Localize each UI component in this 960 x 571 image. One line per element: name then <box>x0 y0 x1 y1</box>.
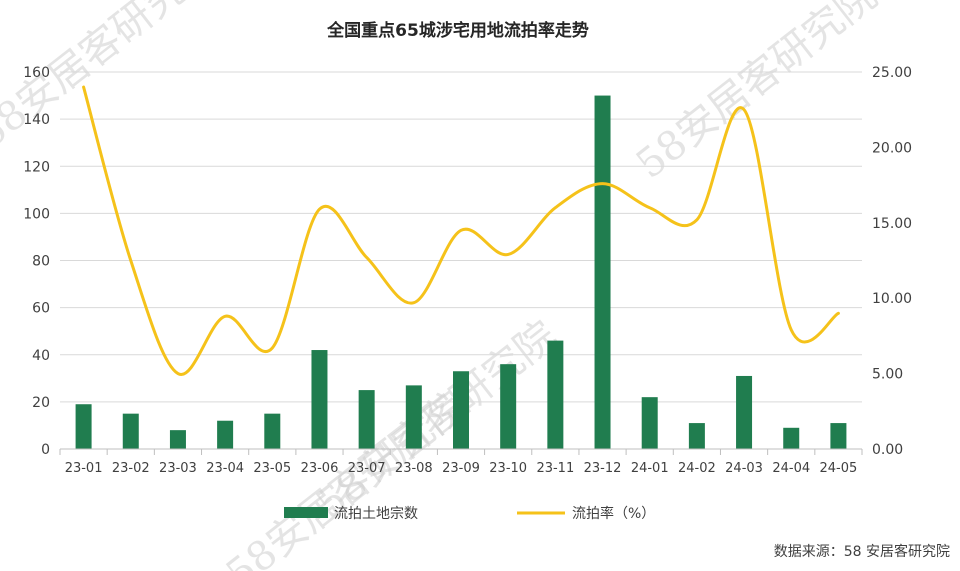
y-left-tick-40: 40 <box>32 348 50 364</box>
bar-23-03 <box>169 430 186 449</box>
bar-23-12 <box>594 95 611 449</box>
y-right-tick-25.00: 25.00 <box>872 65 912 81</box>
grid <box>60 71 862 403</box>
y-left-tick-160: 160 <box>23 65 50 81</box>
bar-23-11 <box>547 340 564 449</box>
x-tick-23-01: 23-01 <box>65 461 103 476</box>
y-left-tick-0: 0 <box>41 442 50 458</box>
x-tick-24-01: 24-01 <box>631 461 669 476</box>
bar-23-04 <box>217 420 234 449</box>
x-tick-23-02: 23-02 <box>112 461 150 476</box>
x-tick-23-06: 23-06 <box>301 461 339 476</box>
y-axis-right: 0.00 5.00 10.00 15.00 20.00 25.00 <box>872 65 912 458</box>
x-axis: 23-01 23-02 23-03 23-04 23-05 23-06 23-07 23-08… <box>59 448 863 476</box>
x-tick-24-05: 24-05 <box>820 461 858 476</box>
legend: 流拍土地宗数 流拍率（%） <box>284 505 655 522</box>
bar-24-04 <box>783 427 800 449</box>
y-right-tick-5.00: 5.00 <box>872 367 903 383</box>
x-tick-24-03: 24-03 <box>725 461 763 476</box>
x-tick-23-10: 23-10 <box>489 461 527 476</box>
y-axis-left: 0 20 40 60 80 100 120 140 160 <box>23 65 50 458</box>
source-note: 数据来源：58 安居客研究院 <box>774 543 950 560</box>
bar-series <box>75 95 847 449</box>
y-left-tick-60: 60 <box>32 301 50 317</box>
bar-23-10 <box>500 364 517 449</box>
y-left-tick-20: 20 <box>32 395 50 411</box>
y-right-tick-15.00: 15.00 <box>872 216 912 232</box>
line-path <box>82 85 840 376</box>
bar-23-01 <box>75 404 92 449</box>
y-left-tick-100: 100 <box>23 206 50 222</box>
x-tick-23-03: 23-03 <box>159 461 197 476</box>
legend-bar-label: 流拍土地宗数 <box>334 506 418 522</box>
bar-24-01 <box>641 397 658 449</box>
bar-24-03 <box>736 375 753 449</box>
chart-title: 全国重点65城涉宅用地流拍率走势 <box>326 20 589 41</box>
y-left-tick-120: 120 <box>23 159 50 175</box>
legend-bar-swatch <box>284 507 328 518</box>
y-right-tick-0.00: 0.00 <box>872 442 903 458</box>
bar-23-02 <box>122 413 139 449</box>
watermark-1: 58安居客研究院 <box>628 0 886 188</box>
x-tick-23-09: 23-09 <box>442 461 480 476</box>
x-tick-24-02: 24-02 <box>678 461 716 476</box>
x-tick-23-05: 23-05 <box>253 461 291 476</box>
y-left-tick-80: 80 <box>32 254 50 270</box>
bar-23-05 <box>264 413 281 449</box>
bar-23-08 <box>405 385 422 449</box>
y-right-tick-10.00: 10.00 <box>872 291 912 307</box>
x-tick-24-04: 24-04 <box>772 461 810 476</box>
legend-line-label: 流拍率（%） <box>572 505 655 522</box>
x-tick-23-11: 23-11 <box>536 461 574 476</box>
x-tick-23-08: 23-08 <box>395 461 433 476</box>
y-right-tick-20.00: 20.00 <box>872 140 912 156</box>
line-series <box>82 85 840 376</box>
bar-23-09 <box>453 371 469 449</box>
watermark-3: 58安居客研究院 <box>218 383 476 571</box>
bar-24-02 <box>688 423 705 449</box>
y-left-tick-140: 140 <box>23 112 50 128</box>
x-tick-23-04: 23-04 <box>206 461 244 476</box>
bar-24-05 <box>830 423 847 449</box>
bar-23-06 <box>311 350 328 449</box>
bar-23-07 <box>358 390 375 449</box>
x-tick-23-12: 23-12 <box>584 461 622 476</box>
x-tick-23-07: 23-07 <box>348 461 386 476</box>
